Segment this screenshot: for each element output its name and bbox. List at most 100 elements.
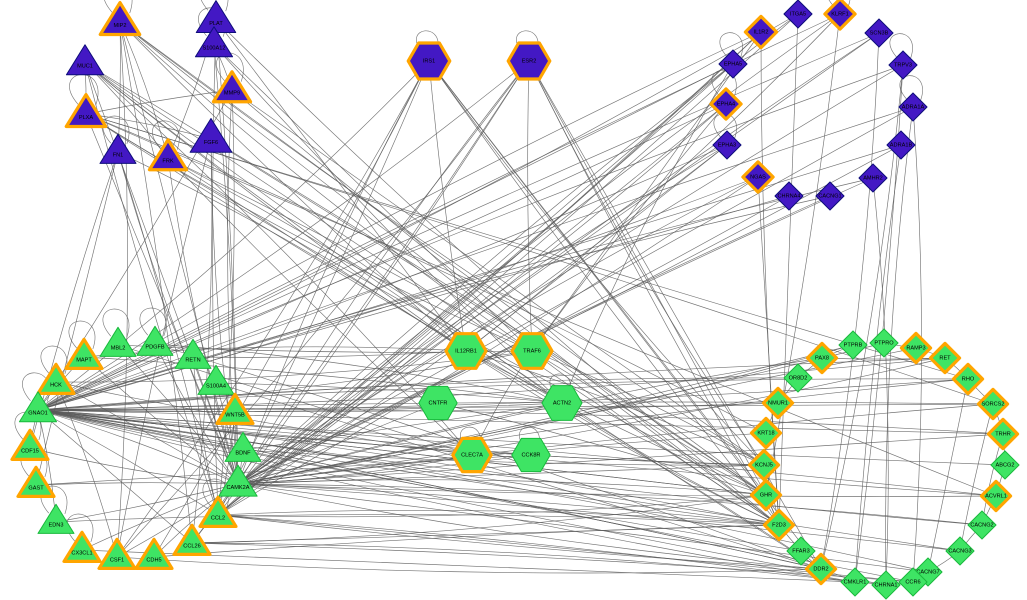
hexagon-glyph[interactable] xyxy=(541,385,583,421)
graph-node-cacng2[interactable]: CACNG2 xyxy=(967,510,997,540)
triangle-glyph[interactable] xyxy=(211,70,253,104)
triangle-glyph[interactable] xyxy=(16,465,56,499)
graph-node-adra1b[interactable]: ADRA1B xyxy=(886,130,916,160)
graph-node-ccl26[interactable]: CCL26 xyxy=(172,523,212,557)
triangle-glyph[interactable] xyxy=(195,0,237,34)
graph-node-ccr6[interactable]: CCR6 xyxy=(898,567,928,597)
triangle-glyph[interactable] xyxy=(215,392,255,426)
graph-node-camk2a[interactable]: CAMK2A xyxy=(218,464,258,497)
graph-node-amhr2[interactable]: AMHR2 xyxy=(858,163,888,193)
diamond-glyph[interactable] xyxy=(741,160,775,194)
triangle-glyph[interactable] xyxy=(64,337,104,371)
graph-node-cck8r[interactable]: CCK8R xyxy=(511,437,551,473)
graph-node-chrna1[interactable]: CHRNA1 xyxy=(871,570,901,600)
diamond-glyph[interactable] xyxy=(804,552,838,586)
diamond-glyph[interactable] xyxy=(864,18,894,48)
graph-node-ret[interactable]: RET xyxy=(928,341,962,375)
diamond-glyph[interactable] xyxy=(815,181,845,211)
graph-node-cacng7[interactable]: CACNG7 xyxy=(913,557,943,587)
graph-node-csf1[interactable]: CSF1 xyxy=(97,537,137,571)
hexagon-glyph[interactable] xyxy=(511,437,551,473)
graph-node-acvrl1[interactable]: ACVRL1 xyxy=(979,479,1013,513)
diamond-glyph[interactable] xyxy=(990,450,1020,480)
triangle-glyph[interactable] xyxy=(172,523,212,557)
hexagon-glyph[interactable] xyxy=(506,41,552,81)
triangle-glyph[interactable] xyxy=(62,530,102,564)
graph-node-itga5[interactable]: ITGA5 xyxy=(783,0,813,29)
diamond-glyph[interactable] xyxy=(838,330,868,360)
diamond-glyph[interactable] xyxy=(747,448,781,482)
graph-node-trhr[interactable]: TRHR xyxy=(986,417,1020,451)
graph-node-cacng1[interactable]: CACNG1 xyxy=(815,181,845,211)
triangle-glyph[interactable] xyxy=(18,391,58,423)
graph-node-ddr2[interactable]: DDR2 xyxy=(804,552,838,586)
hexagon-glyph[interactable] xyxy=(444,332,488,370)
diamond-glyph[interactable] xyxy=(913,557,943,587)
triangle-glyph[interactable] xyxy=(147,138,189,172)
graph-node-klrf1[interactable]: KLRF1 xyxy=(823,0,857,31)
triangle-glyph[interactable] xyxy=(99,326,137,357)
graph-node-cmklr1[interactable]: CMKLR1 xyxy=(840,567,870,597)
diamond-glyph[interactable] xyxy=(743,14,779,50)
diamond-glyph[interactable] xyxy=(774,181,804,211)
graph-node-hck[interactable]: HCK xyxy=(36,362,76,396)
graph-node-trpv3[interactable]: TRPV3 xyxy=(888,50,918,80)
graph-node-rho[interactable]: RHO xyxy=(951,362,985,396)
graph-node-cx3cl1[interactable]: CX3CL1 xyxy=(62,530,102,564)
graph-node-cdf15[interactable]: CDF15 xyxy=(10,428,50,462)
hexagon-glyph[interactable] xyxy=(418,385,458,421)
hexagon-glyph[interactable] xyxy=(451,436,493,474)
graph-node-s100a4[interactable]: S100A4 xyxy=(197,364,235,395)
hexagon-glyph[interactable] xyxy=(406,41,452,81)
diamond-glyph[interactable] xyxy=(898,92,928,122)
triangle-glyph[interactable] xyxy=(134,537,174,571)
diamond-glyph[interactable] xyxy=(928,341,962,375)
graph-node-pax8[interactable]: PAX8 xyxy=(805,341,839,375)
graph-node-ccl2[interactable]: CCL2 xyxy=(198,495,238,529)
diamond-glyph[interactable] xyxy=(783,0,813,29)
triangle-glyph[interactable] xyxy=(10,428,50,462)
triangle-glyph[interactable] xyxy=(65,44,105,76)
triangle-glyph[interactable] xyxy=(64,93,108,129)
diamond-glyph[interactable] xyxy=(858,163,888,193)
graph-node-esr2[interactable]: ESR2 xyxy=(506,41,552,81)
diamond-glyph[interactable] xyxy=(749,416,783,450)
diamond-glyph[interactable] xyxy=(823,0,857,31)
diamond-glyph[interactable] xyxy=(761,386,795,420)
triangle-glyph[interactable] xyxy=(218,464,258,497)
triangle-glyph[interactable] xyxy=(174,338,212,369)
graph-node-gast[interactable]: GAST xyxy=(16,465,56,499)
graph-node-abcg2[interactable]: ABCG2 xyxy=(990,450,1020,480)
diamond-glyph[interactable] xyxy=(899,331,933,365)
triangle-glyph[interactable] xyxy=(98,1,142,37)
graph-node-epha4[interactable]: EPHA4 xyxy=(709,87,743,121)
triangle-glyph[interactable] xyxy=(189,117,233,153)
triangle-glyph[interactable] xyxy=(136,325,174,356)
graph-node-ghr[interactable]: GHR xyxy=(749,478,783,512)
graph-node-f2d3[interactable]: F2D3 xyxy=(762,508,796,542)
triangle-glyph[interactable] xyxy=(99,133,137,164)
graph-node-frk[interactable]: FRK xyxy=(147,138,189,172)
graph-node-kcnj5[interactable]: KCNJ5 xyxy=(747,448,781,482)
graph-node-ngas[interactable]: NGAS xyxy=(741,160,775,194)
diamond-glyph[interactable] xyxy=(805,341,839,375)
graph-node-krt18[interactable]: KRT18 xyxy=(749,416,783,450)
diamond-glyph[interactable] xyxy=(945,536,975,566)
graph-node-retn[interactable]: RETN xyxy=(174,338,212,369)
graph-node-pdgfb[interactable]: PDGFB xyxy=(136,325,174,356)
graph-node-ptprb[interactable]: PTPRB xyxy=(838,330,868,360)
graph-node-fgf6[interactable]: FGF6 xyxy=(189,117,233,153)
graph-node-ramp3[interactable]: RAMP3 xyxy=(899,331,933,365)
graph-node-nmur1[interactable]: NMUR1 xyxy=(761,386,795,420)
graph-node-scn3b[interactable]: SCN3B xyxy=(864,18,894,48)
graph-node-chrna4[interactable]: CHRNA4 xyxy=(774,181,804,211)
graph-node-traf6[interactable]: TRAF6 xyxy=(510,332,554,370)
triangle-glyph[interactable] xyxy=(97,537,137,571)
triangle-glyph[interactable] xyxy=(37,503,75,534)
graph-node-ffar3[interactable]: FFAR3 xyxy=(786,536,816,566)
triangle-glyph[interactable] xyxy=(224,431,262,462)
graph-node-mbl2[interactable]: MBL2 xyxy=(99,326,137,357)
graph-node-gnao1[interactable]: GNAO1 xyxy=(18,391,58,423)
graph-node-mmp9[interactable]: MMP9 xyxy=(211,70,253,104)
diamond-glyph[interactable] xyxy=(967,510,997,540)
